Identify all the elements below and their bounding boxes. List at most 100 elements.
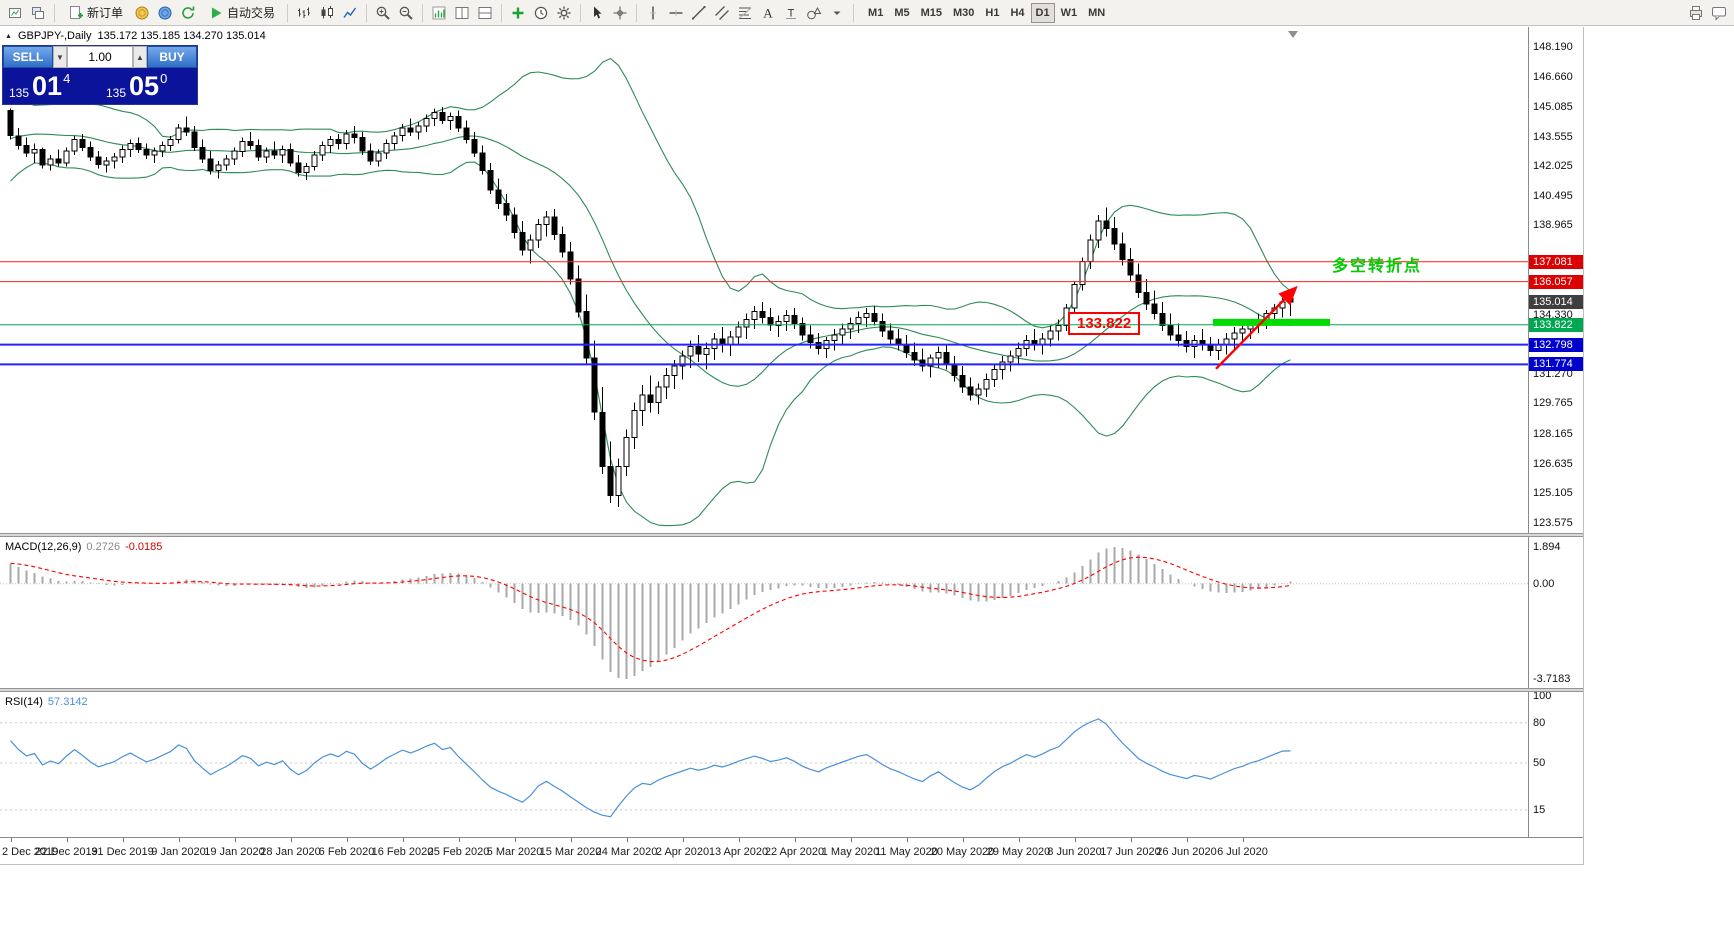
timeframe-d1-button[interactable]: D1 [1030, 2, 1055, 23]
time-tick [1242, 838, 1244, 842]
print-icon[interactable] [1685, 2, 1707, 24]
profiles-icon[interactable] [27, 2, 49, 24]
bar-chart-icon[interactable] [293, 2, 315, 24]
timeframe-m15-button[interactable]: M15 [916, 3, 947, 23]
date-label: 15 Mar 2020 [539, 846, 602, 858]
rsi-title-text: RSI(14) [5, 696, 43, 708]
price-badge: 135.014 [1529, 294, 1583, 309]
date-label: 29 May 2020 [986, 846, 1051, 858]
time-tick [570, 838, 572, 842]
macd-axis: 1.894 0.00 -3.7183 [1528, 537, 1583, 688]
date-label: 8 Jun 2020 [1047, 846, 1102, 858]
indicators-icon[interactable] [428, 2, 450, 24]
auto-trading-label: 自动交易 [227, 6, 276, 20]
volume-increase-button[interactable]: ▲ [133, 46, 147, 68]
price-label: 126.635 [1533, 457, 1573, 470]
new-order-button[interactable]: 新订单 [60, 2, 130, 24]
date-label: 31 Dec 2019 [91, 846, 154, 858]
volume-decrease-button[interactable]: ▼ [53, 46, 67, 68]
auto-trading-button[interactable]: 自动交易 [200, 2, 282, 24]
price-label: 145.085 [1533, 101, 1573, 113]
time-tick [402, 838, 404, 842]
macd-header: MACD(12,26,9) 0.2726 -0.0185 [5, 541, 162, 553]
tile-windows-vertical-icon[interactable] [451, 2, 473, 24]
shapes-tool-icon[interactable] [803, 2, 825, 24]
timeframe-m1-button[interactable]: M1 [863, 3, 888, 23]
chart-shift-marker-icon[interactable] [1288, 31, 1298, 38]
toolbar-separator [422, 3, 424, 22]
main-price-chart[interactable] [0, 27, 1528, 533]
turning-point-annotation[interactable]: 多空转折点 [1332, 258, 1423, 275]
bid-quote[interactable]: 135 01 4 [3, 68, 100, 104]
time-tick [850, 838, 852, 842]
time-tick [962, 838, 964, 842]
time-axis: 2 Dec 2019 22 Dec 2019 31 Dec 2019 9 Jan 20… [0, 837, 1583, 864]
toolbar-separator [287, 3, 289, 22]
price-label: 148.190 [1533, 41, 1573, 53]
line-chart-icon[interactable] [339, 2, 361, 24]
price-label: 138.965 [1533, 219, 1573, 232]
add-indicator-icon[interactable] [507, 2, 529, 24]
withdraw-coin-icon[interactable] [154, 2, 176, 24]
cursor-icon[interactable] [586, 2, 608, 24]
crosshair-icon[interactable] [609, 2, 631, 24]
zoom-in-icon[interactable] [372, 2, 394, 24]
timeframe-bar: M1 M5 M15 M30 H1 H4 D1 W1 MN [863, 2, 1110, 23]
timeframe-mn-button[interactable]: MN [1083, 3, 1110, 23]
time-tick [66, 838, 68, 842]
toolbar-separator [853, 3, 855, 22]
bid-pipette: 4 [63, 71, 71, 86]
ohlc-values: 135.172 135.185 134.270 135.014 [97, 30, 266, 42]
date-label: 17 Jun 2020 [1100, 846, 1161, 858]
panel-splitter[interactable] [0, 688, 1583, 692]
candlestick-chart-icon[interactable] [316, 2, 338, 24]
volume-input[interactable] [67, 46, 133, 68]
refresh-icon[interactable] [177, 2, 199, 24]
time-tick [178, 838, 180, 842]
price-label: 129.765 [1533, 397, 1573, 410]
date-label: 22 Dec 2019 [35, 846, 98, 858]
timeframe-h4-button[interactable]: H4 [1005, 3, 1029, 23]
deposit-coin-icon[interactable] [131, 2, 153, 24]
ask-quote[interactable]: 135 05 0 [100, 68, 197, 104]
label-tool-icon[interactable]: T [780, 2, 802, 24]
tile-windows-horizontal-icon[interactable] [474, 2, 496, 24]
macd-title-text: MACD(12,26,9) [5, 541, 82, 553]
time-tick [794, 838, 796, 842]
fibonacci-tool-icon[interactable] [734, 2, 756, 24]
shapes-dropdown-icon[interactable] [826, 2, 848, 24]
vertical-line-tool-icon[interactable] [642, 2, 664, 24]
date-label: 26 Jun 2020 [1156, 846, 1217, 858]
panel-splitter[interactable] [0, 533, 1583, 537]
time-tick [10, 838, 12, 842]
rsi-panel[interactable] [0, 692, 1528, 837]
price-level-annotation[interactable]: 133.822 [1068, 312, 1141, 335]
rsi-scale-label: 50 [1533, 757, 1546, 769]
date-label: 19 Jan 2020 [204, 846, 265, 858]
sell-button[interactable]: SELL [3, 46, 53, 68]
zoom-out-icon[interactable] [395, 2, 417, 24]
horizontal-line-tool-icon[interactable] [665, 2, 687, 24]
time-tick [122, 838, 124, 842]
date-label: 11 May 2020 [875, 846, 938, 858]
date-label: 22 Apr 2020 [764, 846, 825, 858]
buy-button[interactable]: BUY [147, 46, 197, 68]
date-label: 2 Dec 2019 [2, 846, 59, 858]
rsi-axis: 100 80 50 15 [1528, 690, 1583, 837]
price-label: 143.555 [1533, 130, 1573, 143]
trendline-tool-icon[interactable] [688, 2, 710, 24]
time-tick [1130, 838, 1132, 842]
timeframe-h1-button[interactable]: H1 [980, 3, 1004, 23]
new-chart-window-icon[interactable] [4, 2, 26, 24]
chart-settings-icon[interactable] [553, 2, 575, 24]
autotrade-play-icon [207, 4, 224, 21]
timeframe-m30-button[interactable]: M30 [948, 3, 979, 23]
price-label: 142.025 [1533, 160, 1573, 173]
timeframe-m5-button[interactable]: M5 [889, 3, 914, 23]
periods-icon[interactable] [530, 2, 552, 24]
feedback-icon[interactable] [1708, 2, 1730, 24]
timeframe-w1-button[interactable]: W1 [1056, 3, 1083, 23]
channel-tool-icon[interactable] [711, 2, 733, 24]
macd-panel[interactable] [0, 537, 1528, 688]
text-tool-icon[interactable]: A [757, 2, 779, 24]
